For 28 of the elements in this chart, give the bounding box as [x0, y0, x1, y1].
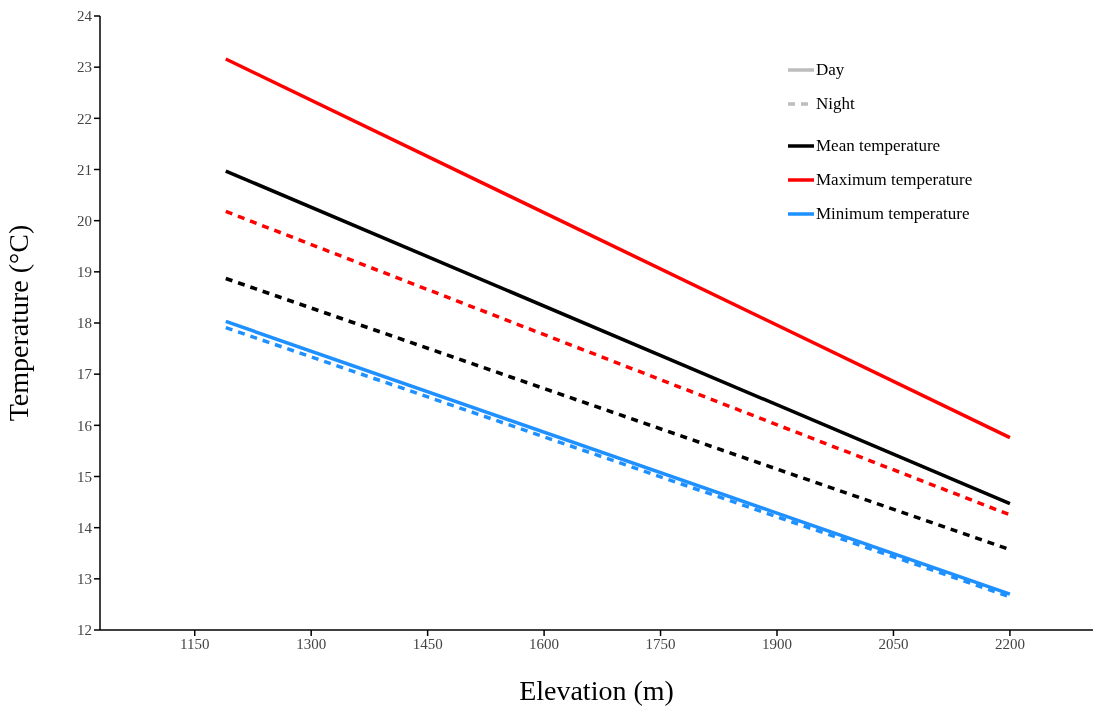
- legend-label: Mean temperature: [816, 136, 941, 156]
- y-tick-label: 19: [77, 264, 92, 281]
- y-tick-label: 18: [77, 315, 92, 332]
- y-tick-label: 12: [77, 622, 92, 639]
- y-tick-label: 13: [77, 571, 92, 588]
- x-tick-label: 1450: [412, 635, 443, 652]
- y-tick-label: 21: [77, 161, 92, 178]
- y-tick-label: 20: [77, 212, 92, 229]
- y-tick-label: 16: [77, 417, 93, 434]
- y-tick-label: 22: [77, 110, 92, 127]
- annotation: Day: [816, 60, 845, 80]
- x-tick-label: 2200: [994, 635, 1025, 652]
- x-tick-label: 1600: [529, 635, 560, 652]
- x-tick-label: 1300: [296, 635, 327, 652]
- legend-label: Minimum temperature: [816, 204, 970, 224]
- y-tick-label: 15: [77, 468, 92, 485]
- y-tick-label: 24: [77, 8, 93, 25]
- x-tick-label: 2050: [878, 635, 909, 652]
- y-axis-title: Temperature (°C): [2, 224, 34, 422]
- x-tick-label: 1150: [179, 635, 210, 652]
- annotation: Night: [816, 94, 855, 114]
- x-tick-label: 1750: [645, 635, 676, 652]
- y-tick-label: 14: [77, 519, 93, 536]
- x-tick-label: 1900: [762, 635, 793, 652]
- y-tick-label: 17: [77, 366, 93, 383]
- y-tick-label: 23: [77, 59, 92, 76]
- legend-label: Maximum temperature: [816, 170, 973, 190]
- x-axis-title: Elevation (m): [519, 675, 674, 706]
